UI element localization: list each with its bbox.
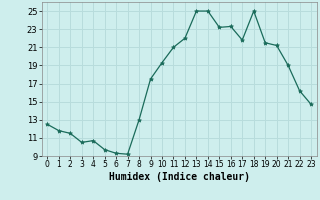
X-axis label: Humidex (Indice chaleur): Humidex (Indice chaleur) — [109, 172, 250, 182]
